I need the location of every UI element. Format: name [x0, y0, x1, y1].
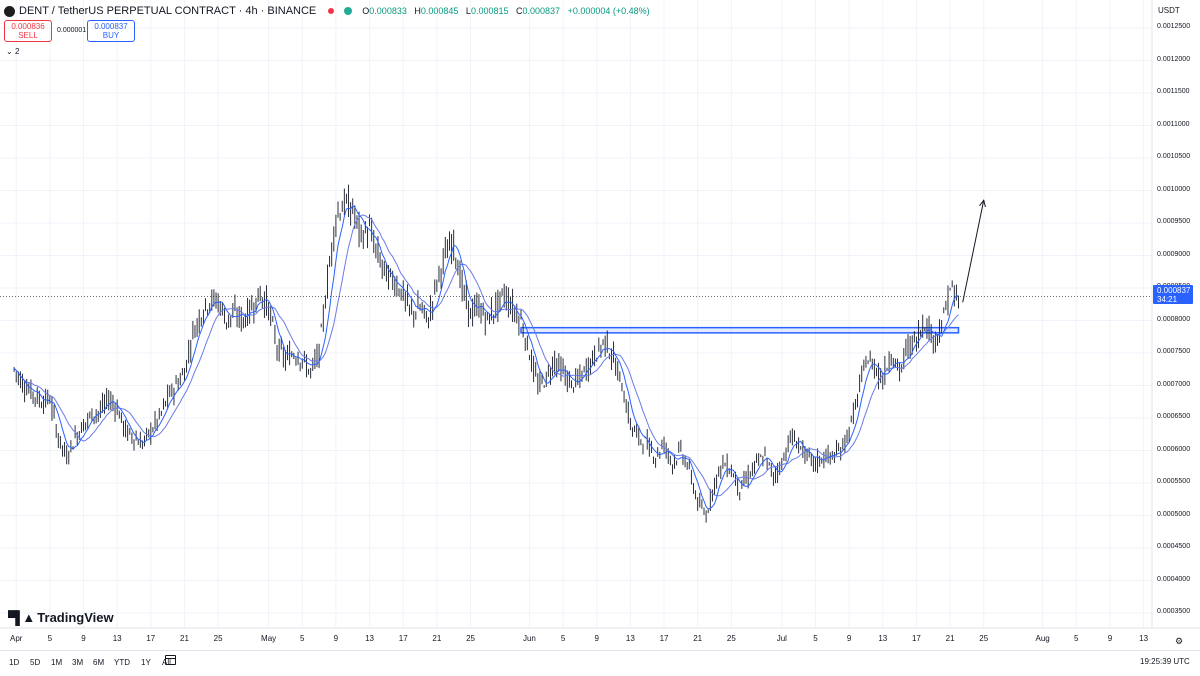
price-axis-tick: 0.0010000	[1157, 185, 1191, 193]
time-axis-tick: 9	[333, 634, 339, 643]
time-axis-tick: 13	[1139, 634, 1149, 643]
price-axis-tick: 0.0009500	[1157, 218, 1191, 225]
price-axis-tick: 0.0006000	[1157, 445, 1191, 453]
range-button-3m[interactable]: 3M	[72, 658, 84, 667]
time-axis-tick: 21	[432, 634, 442, 643]
time-axis-tick: 21	[693, 634, 703, 643]
time-axis-tick: 17	[398, 634, 408, 643]
price-axis-tick: 0.0009000	[1157, 250, 1191, 258]
time-axis-tick: 17	[146, 634, 156, 643]
time-axis-tick: 21	[180, 634, 189, 643]
time-axis-tick: Jul	[776, 634, 787, 643]
time-axis-tick: 25	[726, 634, 736, 643]
dent-coin-icon	[4, 5, 15, 17]
price-axis-tick: 0.0012500	[1157, 23, 1191, 30]
symbol-header[interactable]: DENT / TetherUS PERPETUAL CONTRACT · 4h …	[4, 4, 655, 18]
gear-icon[interactable]: ⚙	[1175, 636, 1184, 646]
time-axis-tick: 5	[813, 634, 818, 643]
time-axis-tick: 25	[979, 634, 989, 643]
price-axis-tick: 0.0004000	[1157, 575, 1191, 583]
indicators-collapse-toggle[interactable]: ⌄ 2	[6, 47, 20, 56]
time-axis-tick: 21	[945, 634, 955, 643]
price-axis-unit[interactable]: USDT	[1158, 6, 1180, 15]
tradingview-logo-icon: ▀▌▲	[8, 610, 35, 625]
time-axis-tick: Jun	[522, 634, 536, 643]
projection-arrow	[962, 199, 986, 303]
bottom-toolbar	[0, 650, 1200, 676]
price-axis-tick: 0.0011000	[1157, 120, 1190, 128]
time-axis-tick: 25	[213, 634, 223, 643]
range-button-all[interactable]: All	[162, 658, 171, 667]
buy-button[interactable]: 0.000837 BUY	[87, 20, 135, 42]
time-axis-tick: May	[261, 634, 277, 643]
market-open-icon	[344, 7, 353, 15]
price-axis-tick: 0.0005000	[1157, 510, 1191, 518]
time-axis-tick: 9	[594, 634, 599, 643]
time-axis-tick: 9	[81, 634, 86, 643]
sell-button[interactable]: 0.000836 SELL	[4, 20, 52, 42]
range-button-5d[interactable]: 5D	[30, 658, 41, 667]
price-axis-tick: 0.0012000	[1157, 55, 1191, 63]
time-axis-tick: 5	[1074, 634, 1079, 643]
arrow-head	[979, 199, 986, 208]
time-axis-tick: 13	[625, 634, 635, 643]
range-button-1y[interactable]: 1Y	[141, 658, 151, 667]
calendar-icon[interactable]	[165, 655, 176, 665]
candle-series	[13, 184, 959, 523]
utc-clock[interactable]: 19:25:39 UTC	[1140, 657, 1190, 666]
price-axis-tick: 0.0006500	[1157, 413, 1191, 420]
chart-grid	[0, 0, 1152, 628]
symbol-title[interactable]: DENT / TetherUS PERPETUAL CONTRACT · 4h …	[19, 5, 317, 17]
price-axis-tick: 0.0008000	[1157, 315, 1191, 323]
range-button-1d[interactable]: 1D	[9, 658, 20, 667]
price-axis-tick: 0.0007000	[1157, 380, 1191, 388]
time-axis-tick: 9	[1107, 634, 1113, 643]
spread-value: 0.000001	[57, 27, 87, 34]
range-button-ytd[interactable]: YTD	[114, 658, 130, 667]
price-axis-tick: 0.0010500	[1157, 153, 1191, 160]
time-axis-tick: Apr	[9, 634, 23, 643]
tradingview-logo[interactable]: ▀▌▲ TradingView	[8, 610, 114, 625]
price-axis-tick: 0.0004500	[1157, 543, 1191, 550]
time-axis-tick: 5	[300, 634, 305, 643]
price-axis-tick: 0.0003500	[1157, 608, 1191, 615]
arrow-shaft	[962, 200, 985, 303]
live-status-icon	[328, 8, 335, 14]
ma-slow-line	[13, 214, 959, 497]
ohlc-values: O0.000833 H0.000845 L0.000815 C0.000837 …	[362, 6, 650, 16]
price-axis-tick: 0.0011500	[1157, 88, 1190, 95]
last-price-tag: 0.000837 34:21	[1153, 285, 1193, 304]
range-button-1m[interactable]: 1M	[51, 658, 63, 667]
time-axis-tick: 5	[47, 634, 53, 643]
resistance-zone-rect	[520, 326, 960, 334]
price-change: +0.000004 (+0.48%)	[567, 6, 650, 16]
ma-fast-line	[13, 205, 959, 510]
price-axis-tick: 0.0005500	[1157, 478, 1191, 485]
time-axis-tick: 13	[112, 634, 122, 643]
time-axis-tick: 13	[878, 634, 888, 643]
resistance-zone	[520, 326, 960, 334]
time-axis-tick: 9	[846, 634, 852, 643]
time-axis-tick: 25	[466, 634, 475, 643]
time-axis-tick: 5	[560, 634, 566, 643]
time-axis-tick: 17	[659, 634, 669, 643]
time-axis-tick: 13	[365, 634, 375, 643]
range-button-6m[interactable]: 6M	[93, 658, 105, 667]
time-axis-tick: 17	[911, 634, 921, 643]
price-axis-tick: 0.0007500	[1157, 348, 1191, 355]
time-axis-tick: Aug	[1035, 634, 1050, 643]
